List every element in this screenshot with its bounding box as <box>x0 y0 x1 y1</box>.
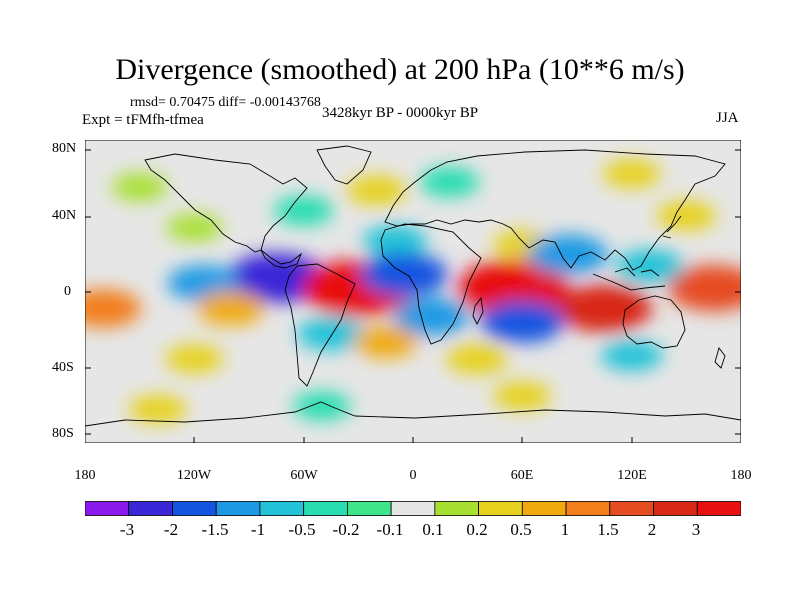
lon-label-120w: 120W <box>176 468 212 483</box>
anomaly-blob <box>346 175 407 206</box>
lat-label-40n: 40N <box>52 208 77 223</box>
lat-label-80s: 80S <box>52 426 74 441</box>
colorbar-swatch <box>303 501 348 516</box>
anomaly-blob <box>292 391 351 421</box>
anomaly-blob <box>297 316 365 351</box>
anomaly-blob <box>362 225 427 257</box>
anomaly-blob <box>600 340 663 371</box>
colorbar-swatch <box>128 501 173 516</box>
anomaly-blob <box>493 381 552 411</box>
colorbar-swatch <box>653 501 698 516</box>
colorbar-label: -3 <box>119 520 135 539</box>
anomaly-blob <box>457 260 570 317</box>
colorbar-label: 0.1 <box>422 520 444 539</box>
divergence-map <box>85 140 741 443</box>
anomaly-blob <box>166 213 223 242</box>
colorbar-swatch <box>521 501 567 516</box>
anomaly-blob <box>667 265 741 312</box>
colorbar-label: -2 <box>163 520 179 539</box>
experiment-label: Expt = tFMfh-tfmea <box>82 112 204 128</box>
anomaly-blob <box>85 289 142 328</box>
greenland-coast <box>316 145 372 185</box>
lat-label-40s: 40S <box>52 360 74 375</box>
eurasia-coast <box>384 149 726 271</box>
colorbar-label: 0.2 <box>466 520 488 539</box>
anomaly-blob <box>359 252 448 297</box>
colorbar-swatch <box>478 501 523 516</box>
anomaly-blob <box>602 159 661 189</box>
colorbar-label: -1 <box>250 520 266 539</box>
south-america-coast <box>284 263 356 387</box>
anomaly-blob <box>480 300 565 343</box>
coastlines <box>85 145 741 427</box>
colorbar <box>85 501 741 516</box>
colorbar-label: -0.1 <box>376 520 404 539</box>
colorbar-swatch <box>215 501 261 516</box>
season-label: JJA <box>716 110 739 126</box>
lon-label-120e: 120E <box>617 468 647 483</box>
colorbar-swatch <box>346 501 392 516</box>
anomaly-blob <box>111 173 168 202</box>
colorbar-swatch <box>259 501 305 516</box>
lon-label-60e: 60E <box>510 468 534 483</box>
anomaly-blob <box>445 343 508 375</box>
colorbar-label: -0.5 <box>288 520 316 539</box>
colorbar-swatch <box>85 501 130 516</box>
colorbar-label: -0.2 <box>332 520 360 539</box>
colorbar-label: 0.5 <box>510 520 532 539</box>
colorbar-swatch <box>172 501 217 516</box>
new-zealand-coast <box>714 347 726 369</box>
australia-coast <box>622 295 686 349</box>
colorbar-swatch <box>434 501 479 516</box>
anomaly-blob <box>419 167 480 198</box>
lat-label-80n: 80N <box>52 141 77 156</box>
central-america-coast <box>260 249 303 269</box>
anomaly-blob <box>165 344 224 374</box>
north-america-coast <box>144 153 308 253</box>
colorbar-swatch <box>609 501 654 516</box>
colorbar-label: 1 <box>560 520 570 539</box>
madagascar-coast <box>472 296 484 326</box>
colorbar-label: 1.5 <box>597 520 619 539</box>
anomaly-blob <box>527 234 608 275</box>
japan-coast <box>662 215 682 239</box>
antarctica-coast <box>85 401 741 427</box>
anomaly-field <box>85 159 741 424</box>
anomaly-blob <box>393 297 470 336</box>
lon-label-180w: 180 <box>74 468 96 483</box>
lat-label-eq: 0 <box>64 284 71 299</box>
colorbar-swatch <box>696 501 741 516</box>
africa-coast <box>380 223 482 345</box>
rmsd-diff-stats: rmsd= 0.70475 diff= -0.00143768 <box>130 95 321 110</box>
lon-label-180e: 180 <box>730 468 752 483</box>
figure-title: Divergence (smoothed) at 200 hPa (10**6 … <box>115 53 685 86</box>
axis-ticks <box>85 149 741 443</box>
colorbar-label: 2 <box>647 520 657 539</box>
anomaly-blob <box>196 291 265 326</box>
anomaly-blob <box>615 249 684 284</box>
colorbar-swatch <box>390 501 436 516</box>
lon-label-60w: 60W <box>290 468 318 483</box>
anomaly-blob <box>556 284 653 333</box>
lon-label-0: 0 <box>409 468 417 483</box>
maritime-continent-coast <box>592 267 666 291</box>
anomaly-blob <box>273 195 334 226</box>
colorbar-swatch <box>565 501 611 516</box>
anomaly-blob <box>353 326 418 358</box>
time-period-label: 3428kyr BP - 0000kyr BP <box>322 105 479 121</box>
anomaly-blob <box>656 200 717 231</box>
colorbar-label: -1.5 <box>201 520 229 539</box>
anomaly-blob <box>128 394 187 424</box>
colorbar-label: 3 <box>691 520 701 539</box>
